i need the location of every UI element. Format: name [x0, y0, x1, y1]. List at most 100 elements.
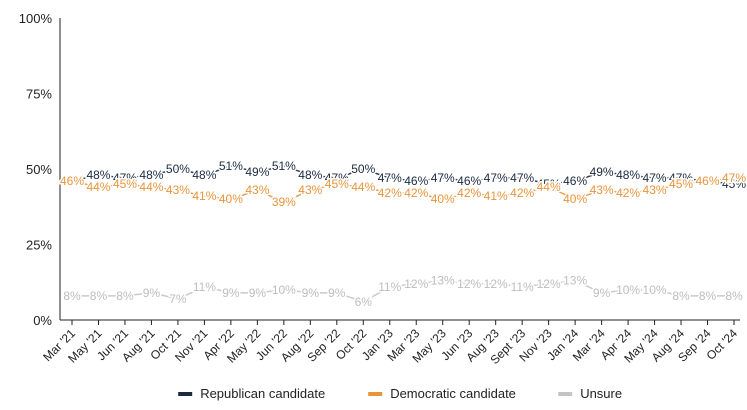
- data-label: 9%: [222, 286, 240, 300]
- data-label: 12%: [457, 277, 481, 291]
- y-tick-label: 100%: [19, 11, 53, 26]
- data-label-halo: 49%: [245, 165, 269, 179]
- data-label: 46%: [457, 174, 481, 188]
- data-label-halo: 41%: [484, 189, 508, 203]
- data-label-halo: 8%: [63, 289, 81, 303]
- data-label-halo: 48%: [616, 168, 640, 182]
- data-label: 43%: [245, 183, 269, 197]
- data-label-halo: 51%: [219, 159, 243, 173]
- data-label: 51%: [272, 159, 296, 173]
- data-label: 47%: [484, 171, 508, 185]
- data-label-halo: 12%: [457, 277, 481, 291]
- data-label: 8%: [90, 289, 108, 303]
- data-label-halo: 46%: [60, 174, 84, 188]
- data-label: 43%: [590, 183, 614, 197]
- data-label: 48%: [298, 168, 322, 182]
- data-labels: 46%46% 48%48% 47%47% 48%48% 50%50% 48%48%51%5…: [58, 157, 747, 310]
- data-label-halo: 48%: [86, 168, 110, 182]
- data-label-halo: 9%: [249, 286, 267, 300]
- data-label-halo: 7%: [169, 292, 187, 306]
- data-label: 44%: [139, 180, 163, 194]
- y-tick-label: 50%: [26, 162, 52, 177]
- data-label: 8%: [116, 289, 134, 303]
- data-label: 46%: [60, 174, 84, 188]
- data-label-halo: 45%: [722, 177, 746, 191]
- data-label: 47%: [510, 171, 534, 185]
- data-label-halo: 8%: [90, 289, 108, 303]
- data-label: 42%: [510, 186, 534, 200]
- data-label-halo: 42%: [510, 186, 534, 200]
- y-tick-label: 0%: [33, 313, 52, 328]
- data-label-halo: 13%: [563, 274, 587, 288]
- data-label-halo: 40%: [563, 192, 587, 206]
- data-label: 42%: [457, 186, 481, 200]
- data-label-halo: 45%: [537, 177, 561, 191]
- data-label-halo: 43%: [643, 183, 667, 197]
- data-label-halo: 12%: [537, 277, 561, 291]
- data-label-halo: 50%: [166, 162, 190, 176]
- data-label: 51%: [219, 159, 243, 173]
- data-label-halo: 46%: [457, 174, 481, 188]
- data-label: 42%: [404, 186, 428, 200]
- data-label: 47%: [722, 171, 746, 185]
- legend-label: Democratic candidate: [390, 386, 516, 401]
- data-label: 13%: [431, 274, 455, 288]
- data-label: 9%: [302, 286, 320, 300]
- data-label: 46%: [563, 174, 587, 188]
- data-label: 48%: [139, 168, 163, 182]
- data-label: 9%: [593, 286, 611, 300]
- legend-item: Republican candidate: [178, 386, 325, 401]
- data-label-halo: 9%: [302, 286, 320, 300]
- data-label-halo: 11%: [193, 280, 216, 294]
- data-label: 39%: [272, 195, 296, 209]
- data-label-halo: 48%: [298, 168, 322, 182]
- data-label-halo: 9%: [328, 286, 346, 300]
- data-label: 46%: [696, 174, 720, 188]
- data-label-halo: 11%: [378, 280, 401, 294]
- data-label-halo: 42%: [616, 186, 640, 200]
- data-label: 49%: [245, 165, 269, 179]
- data-label-halo: 46%: [696, 174, 720, 188]
- data-label: 44%: [86, 180, 110, 194]
- data-label-halo: 46%: [696, 174, 720, 188]
- data-label: 46%: [60, 174, 84, 188]
- data-label: 48%: [86, 168, 110, 182]
- data-label: 44%: [351, 180, 375, 194]
- data-label-halo: 12%: [404, 277, 428, 291]
- data-label-halo: 47%: [643, 171, 667, 185]
- data-label: 9%: [328, 286, 346, 300]
- data-label-halo: 47%: [325, 171, 349, 185]
- data-label-halo: 8%: [672, 289, 690, 303]
- data-label: 50%: [166, 162, 190, 176]
- data-label-halo: 12%: [484, 277, 508, 291]
- data-label: 13%: [563, 274, 587, 288]
- axes: 0% 25% 50% 75% 100%: [19, 11, 740, 328]
- data-label-halo: 46%: [60, 174, 84, 188]
- series-line-2: [72, 279, 734, 303]
- data-label: 43%: [166, 183, 190, 197]
- data-label-halo: 49%: [590, 165, 614, 179]
- data-label: 47%: [669, 171, 693, 185]
- data-label: 45%: [722, 177, 746, 191]
- data-label: 43%: [643, 183, 667, 197]
- data-label: 40%: [431, 192, 455, 206]
- data-label: 12%: [404, 277, 428, 291]
- data-label: 45%: [113, 177, 137, 191]
- data-label-halo: 47%: [113, 171, 137, 185]
- y-tick-label: 75%: [26, 87, 52, 102]
- data-label-halo: 11%: [511, 280, 534, 294]
- data-label: 48%: [192, 168, 216, 182]
- data-label: 41%: [484, 189, 508, 203]
- data-label: 9%: [143, 286, 161, 300]
- data-label: 47%: [378, 171, 402, 185]
- x-tick-label: Oct '24: [704, 326, 741, 363]
- data-label-halo: 42%: [378, 186, 402, 200]
- data-label: 45%: [669, 177, 693, 191]
- data-label-halo: 44%: [351, 180, 375, 194]
- data-label-halo: 47%: [722, 171, 746, 185]
- data-label: 46%: [696, 174, 720, 188]
- data-label: 43%: [298, 183, 322, 197]
- data-label-halo: 8%: [725, 289, 743, 303]
- data-label-halo: 43%: [166, 183, 190, 197]
